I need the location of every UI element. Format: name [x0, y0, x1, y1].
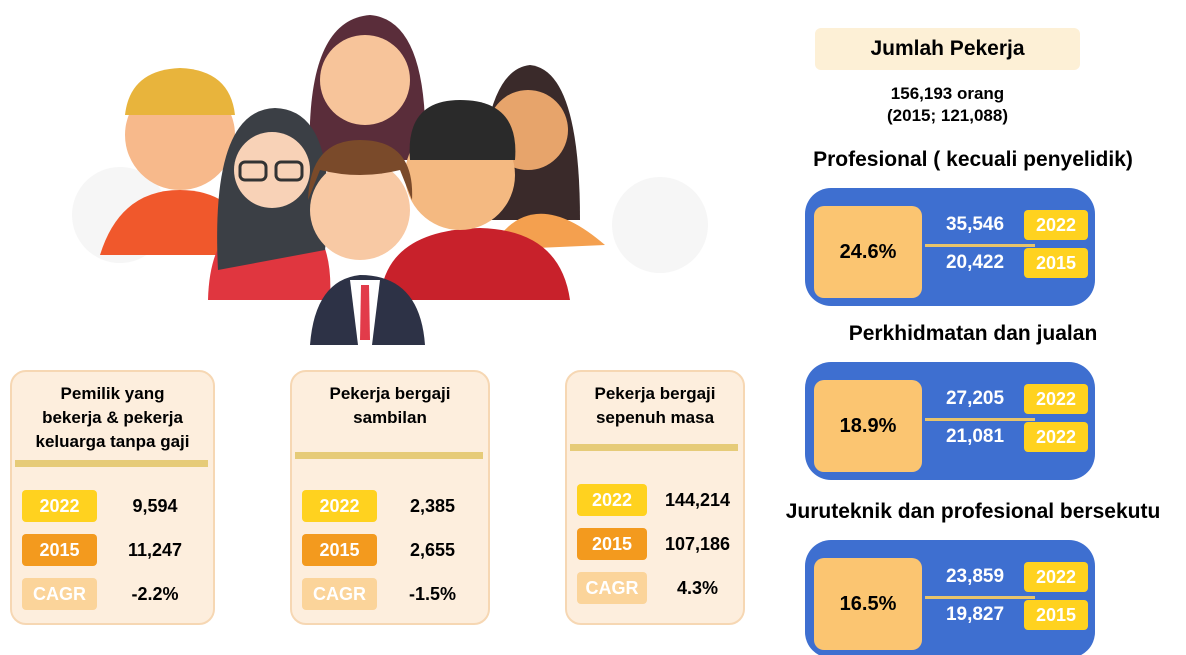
people-illustration — [60, 0, 720, 345]
occupation-title: Perkhidmatan dan jualan — [760, 322, 1186, 346]
status-label: 2015 — [577, 528, 647, 560]
divider — [925, 418, 1035, 421]
status-value: -2.2% — [100, 578, 210, 610]
status-value: 9,594 — [100, 490, 210, 522]
status-value: 107,186 — [655, 528, 740, 560]
status-title: sepenuh masa — [565, 408, 745, 428]
status-title: Pekerja bergaji — [565, 384, 745, 404]
occupation-value: 21,081 — [930, 422, 1020, 452]
occupation-value: 35,546 — [930, 210, 1020, 240]
status-title: Pemilik yang — [10, 384, 215, 404]
occupation-value: 19,827 — [930, 600, 1020, 630]
occupation-share: 24.6% — [814, 206, 922, 298]
page: Jumlah Pekerja 156,193 orang(2015; 121,08… — [0, 0, 1186, 655]
status-label: 2015 — [302, 534, 377, 566]
year-tag: 2015 — [1024, 248, 1088, 278]
occupation-share: 16.5% — [814, 558, 922, 650]
divider — [570, 444, 738, 451]
occupation-title: Profesional ( kecuali penyelidik) — [760, 148, 1186, 172]
year-tag: 2022 — [1024, 210, 1088, 240]
status-value: 4.3% — [655, 572, 740, 604]
status-label: CAGR — [22, 578, 97, 610]
year-tag: 2022 — [1024, 422, 1088, 452]
status-title: bekerja & pekerja — [10, 408, 215, 428]
year-tag: 2015 — [1024, 600, 1088, 630]
status-value: 11,247 — [100, 534, 210, 566]
divider — [925, 596, 1035, 599]
occupation-title: Juruteknik dan profesional bersekutu — [760, 500, 1186, 524]
status-title: Pekerja bergaji — [290, 384, 490, 404]
occupation-value: 23,859 — [930, 562, 1020, 592]
status-value: -1.5% — [380, 578, 485, 610]
status-label: 2022 — [302, 490, 377, 522]
status-value: 144,214 — [655, 484, 740, 516]
divider — [15, 460, 208, 467]
status-title: sambilan — [290, 408, 490, 428]
divider — [295, 452, 483, 459]
status-value: 2,655 — [380, 534, 485, 566]
year-tag: 2022 — [1024, 562, 1088, 592]
summary-title: Jumlah Pekerja — [815, 28, 1080, 70]
status-label: 2015 — [22, 534, 97, 566]
status-title: keluarga tanpa gaji — [10, 432, 215, 452]
occupation-share: 18.9% — [814, 380, 922, 472]
occupation-value: 27,205 — [930, 384, 1020, 414]
year-tag: 2022 — [1024, 384, 1088, 414]
divider — [925, 244, 1035, 247]
summary-total: 156,193 orang — [815, 84, 1080, 104]
occupation-value: 20,422 — [930, 248, 1020, 278]
status-label: 2022 — [22, 490, 97, 522]
status-label: 2022 — [577, 484, 647, 516]
summary-previous: (2015; 121,088) — [815, 106, 1080, 126]
status-label: CAGR — [302, 578, 377, 610]
status-value: 2,385 — [380, 490, 485, 522]
status-label: CAGR — [577, 572, 647, 604]
